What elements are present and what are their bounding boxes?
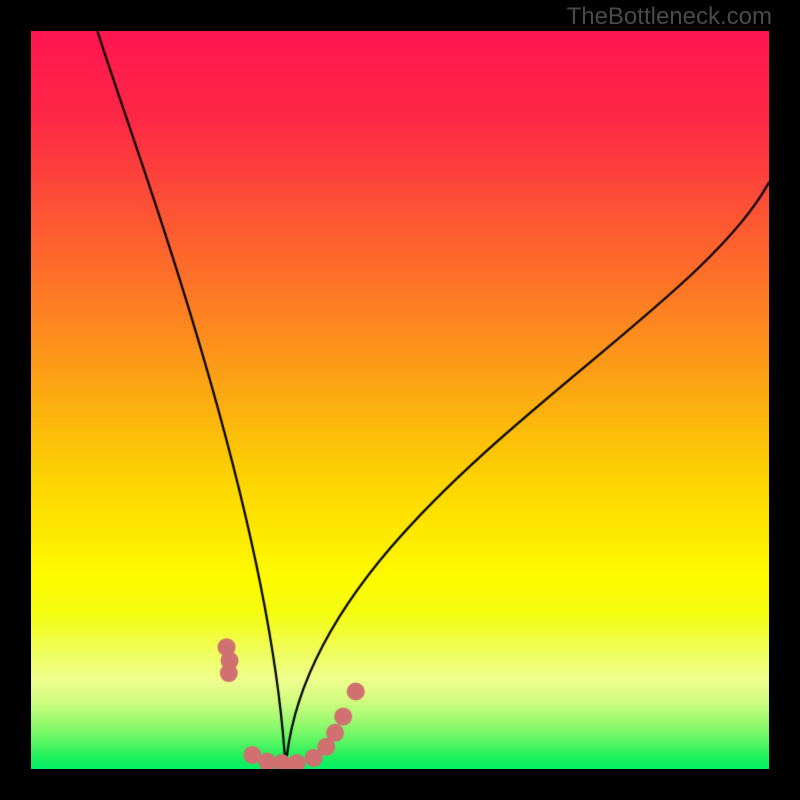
bottleneck-chart: [31, 31, 769, 769]
watermark-label: TheBottleneck.com: [567, 3, 772, 31]
chart-canvas: [31, 31, 769, 769]
